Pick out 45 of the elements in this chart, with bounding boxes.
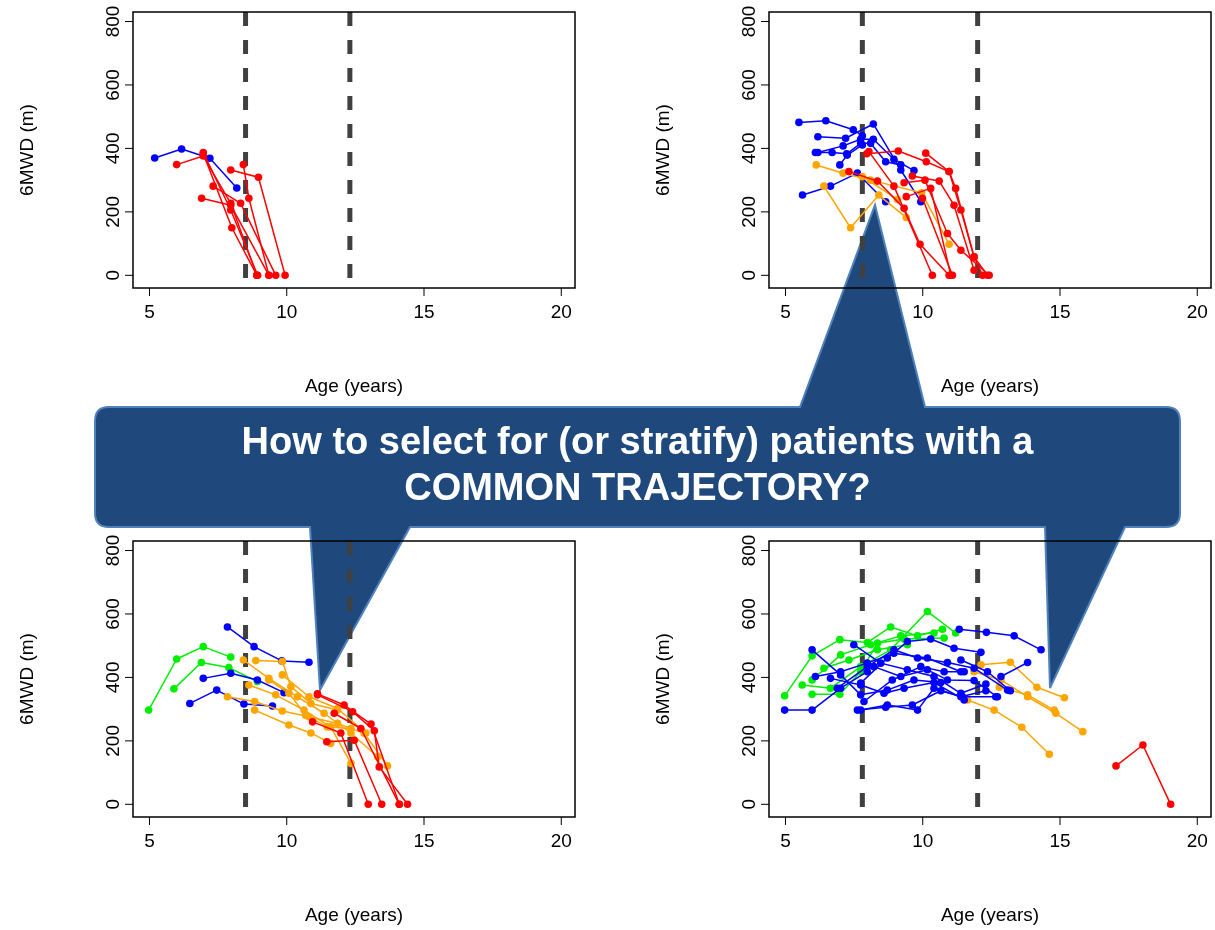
x-tick-label: 15 <box>1049 830 1071 851</box>
x-tick-label: 20 <box>1186 301 1208 322</box>
y-tick-label: 400 <box>738 132 759 165</box>
y-tick-label: 800 <box>738 5 759 38</box>
x-tick-label: 20 <box>550 830 572 851</box>
x-tick-label: 5 <box>144 301 155 322</box>
y-tick-label: 0 <box>102 799 123 810</box>
x-tick-label: 5 <box>780 301 791 322</box>
y-tick-label: 200 <box>738 196 759 228</box>
y-tick-label: 200 <box>102 196 123 228</box>
x-tick-label: 10 <box>912 830 934 851</box>
y-tick-label: 200 <box>102 725 123 757</box>
y-axis-title: 6MWD (m) <box>652 104 673 196</box>
x-axis-title: Age (years) <box>940 375 1040 396</box>
y-tick-label: 600 <box>102 598 123 630</box>
x-tick-label: 15 <box>1049 301 1071 322</box>
y-tick-label: 800 <box>738 534 759 567</box>
x-tick-label: 20 <box>1186 830 1208 851</box>
x-axis-title: Age (years) <box>304 375 404 396</box>
y-tick-label: 0 <box>102 270 123 281</box>
y-axis-title: 6MWD (m) <box>16 633 37 725</box>
y-tick-label: 800 <box>102 534 123 567</box>
x-tick-label: 10 <box>276 301 298 322</box>
x-tick-label: 20 <box>550 301 572 322</box>
y-tick-label: 600 <box>738 598 759 630</box>
x-tick-label: 10 <box>912 301 934 322</box>
y-tick-label: 0 <box>738 270 759 281</box>
y-axis-title: 6MWD (m) <box>16 104 37 196</box>
y-tick-label: 600 <box>102 69 123 101</box>
y-axis-title: 6MWD (m) <box>652 633 673 725</box>
y-tick-label: 400 <box>738 661 759 694</box>
x-axis-title: Age (years) <box>940 904 1040 925</box>
y-tick-label: 0 <box>738 799 759 810</box>
x-tick-label: 5 <box>780 830 791 851</box>
x-tick-label: 15 <box>413 301 435 322</box>
y-tick-label: 600 <box>738 69 759 101</box>
text: How to select for (or stratify) patients with a COMMON TRAJECTORY? <box>241 420 1035 508</box>
x-axis-title: Age (years) <box>304 904 404 925</box>
y-tick-label: 200 <box>738 725 759 757</box>
y-tick-label: 400 <box>102 132 123 165</box>
y-tick-label: 800 <box>102 5 123 38</box>
x-tick-label: 15 <box>413 830 435 851</box>
y-tick-label: 400 <box>102 661 123 694</box>
x-tick-label: 10 <box>276 830 298 851</box>
x-tick-label: 5 <box>144 830 155 851</box>
